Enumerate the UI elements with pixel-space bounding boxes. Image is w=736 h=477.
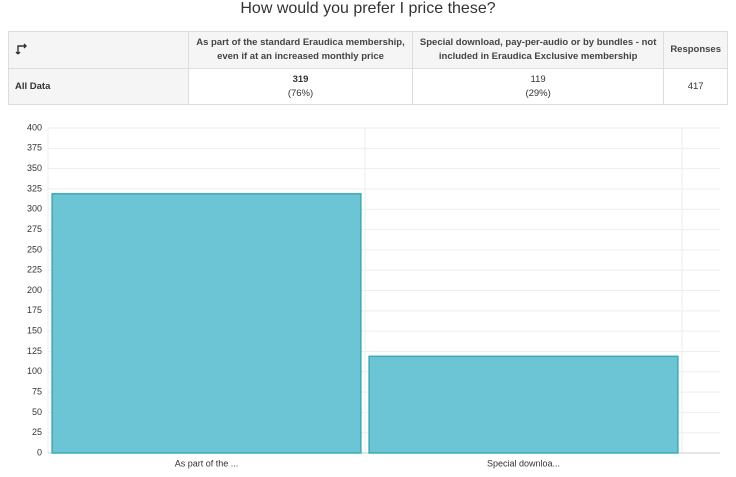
page-title: How would you prefer I price these? [240, 0, 496, 17]
row-label: All Data [7, 68, 190, 105]
bar [368, 355, 679, 454]
column-header: As part of the standard Eraudica members… [188, 31, 413, 69]
cell: 417 [663, 68, 728, 105]
y-tick-label: 225 [27, 265, 42, 275]
y-tick-label: 200 [27, 285, 42, 295]
percent: (76%) [287, 87, 314, 99]
y-tick-label: 400 [27, 122, 42, 132]
y-tick-label: 275 [27, 224, 42, 234]
y-tick-label: 150 [27, 326, 42, 336]
percent: (29%) [525, 87, 551, 99]
x-tick-label: As part of the ... [175, 458, 239, 468]
swap-icon-cell[interactable] [7, 31, 190, 69]
cell: 119 (29%) [411, 68, 665, 105]
y-tick-label: 350 [27, 163, 42, 173]
y-tick-label: 175 [27, 305, 42, 315]
y-tick-label: 75 [32, 386, 42, 396]
y-tick-label: 300 [27, 204, 42, 214]
count: 119 [530, 73, 546, 85]
column-header: Responses [663, 31, 728, 69]
y-tick-label: 50 [32, 407, 42, 417]
y-tick-label: 0 [37, 447, 42, 457]
cell: 319 (76%) [188, 68, 413, 105]
y-tick-label: 375 [27, 143, 42, 153]
column-header: Special download, pay-per-audio or by bu… [411, 31, 665, 69]
y-tick-label: 250 [27, 244, 42, 254]
bar [51, 193, 362, 454]
y-tick-label: 100 [27, 366, 42, 376]
summary-table: As part of the standard Eraudica members… [7, 31, 728, 105]
y-tick-label: 25 [32, 427, 42, 437]
x-tick-label: Special downloa... [487, 458, 560, 468]
chart: 0 25 50 75 100 125 150 175 200 225 250 275 300 325 350… [27, 122, 720, 468]
count: 319 [292, 73, 309, 85]
y-tick-label: 325 [27, 183, 42, 193]
y-tick-label: 125 [27, 346, 42, 356]
swap-icon[interactable] [15, 41, 29, 55]
